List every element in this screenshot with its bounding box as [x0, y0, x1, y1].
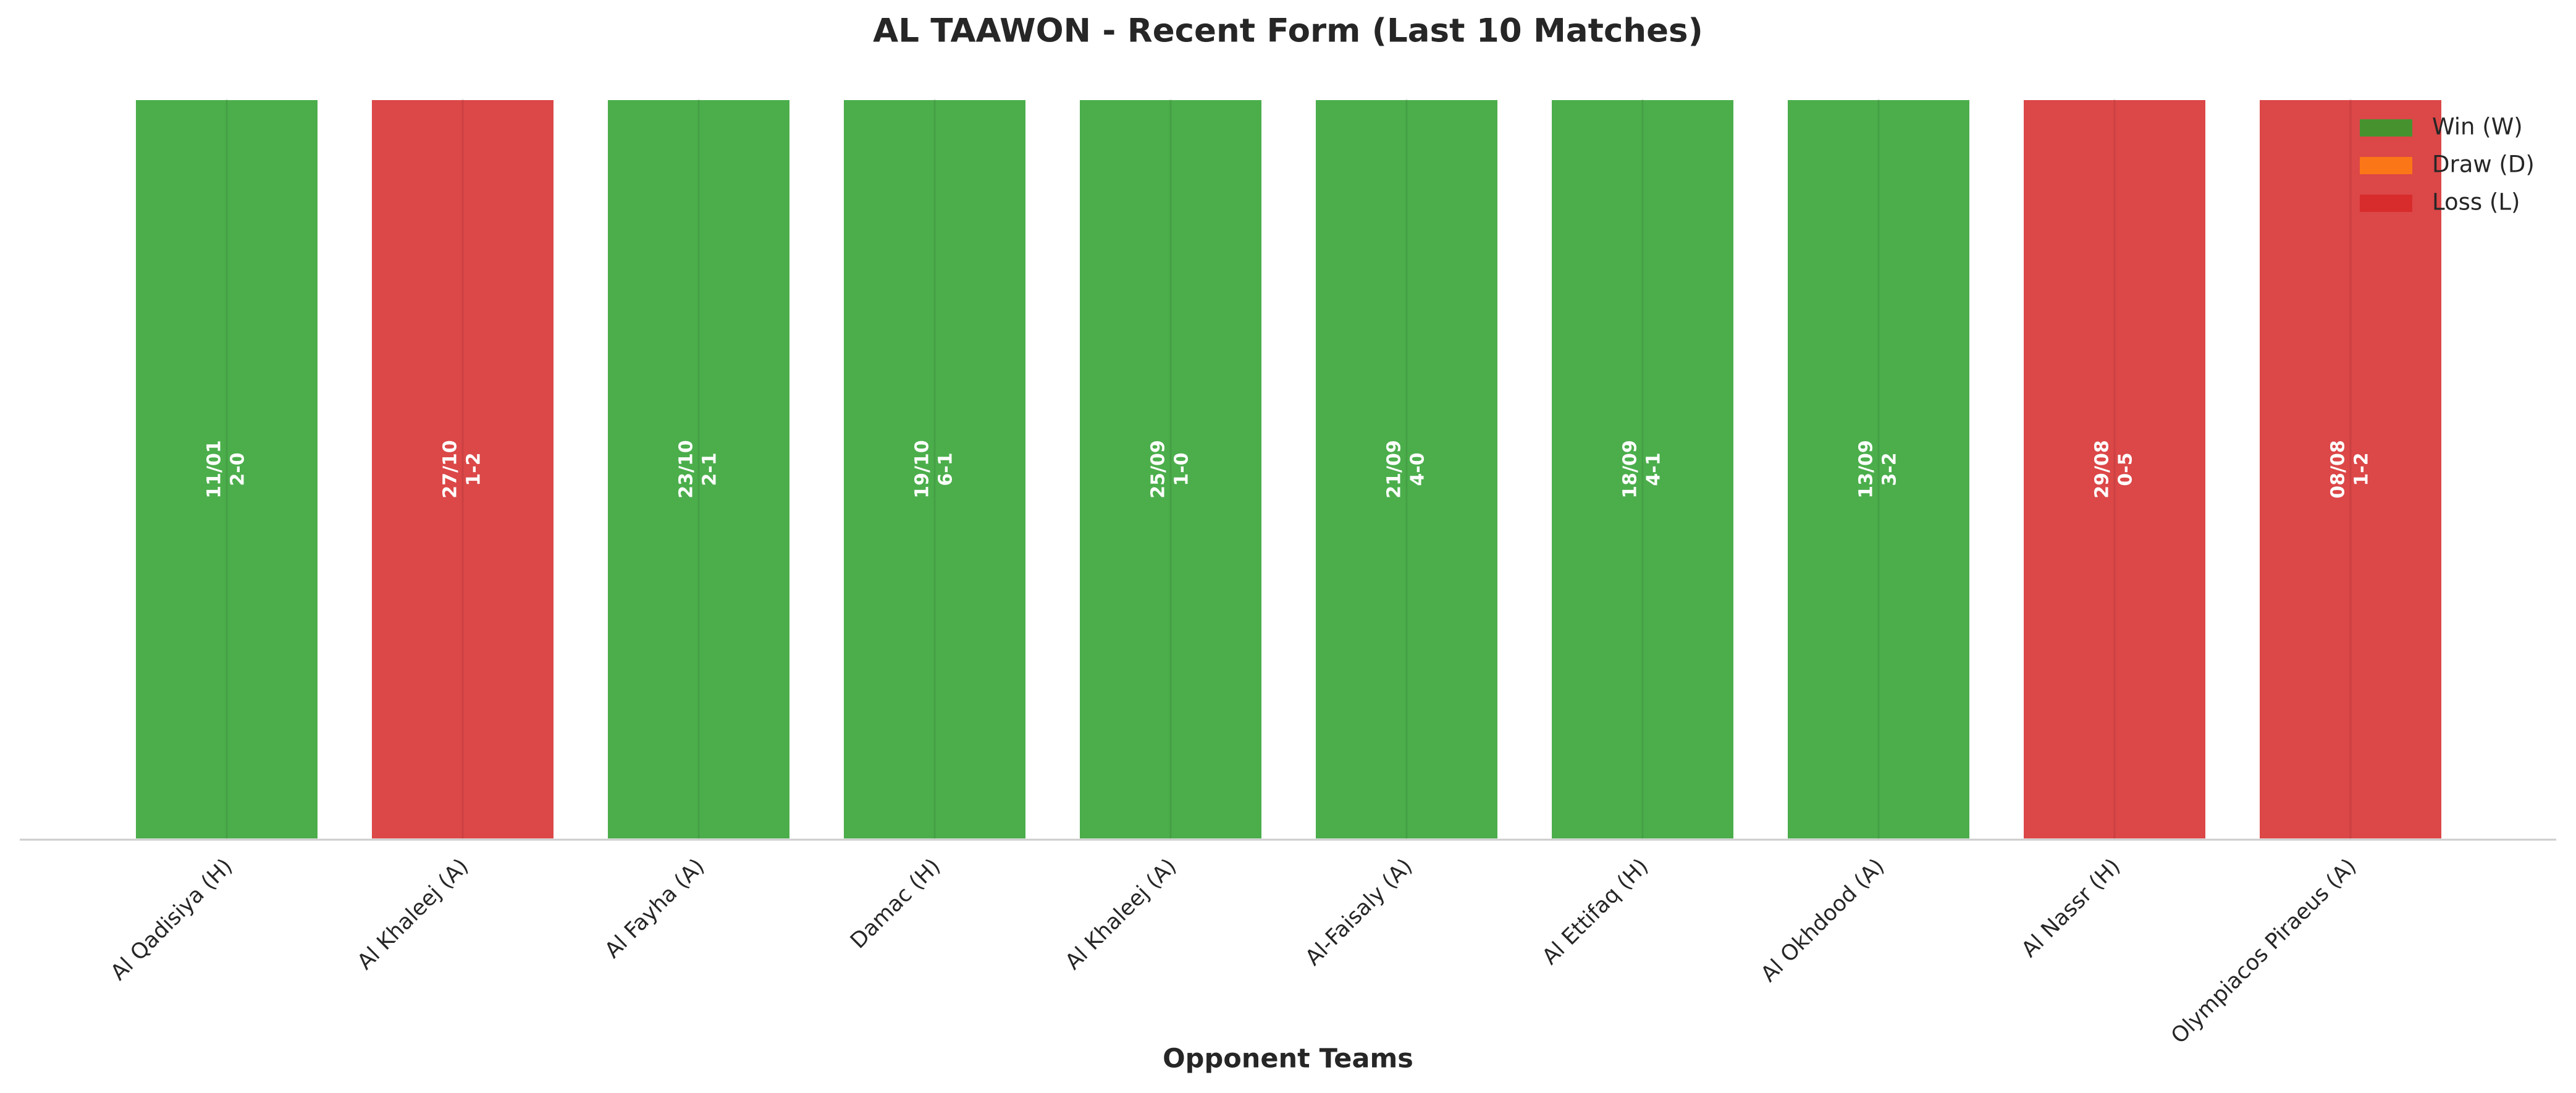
- legend-label: Draw (D): [2432, 151, 2535, 178]
- x-axis-label: Opponent Teams: [1163, 1044, 1413, 1074]
- x-tick-label: Al-Faisaly (A): [1301, 854, 1418, 971]
- bar: [1549, 98, 1736, 841]
- bar-score-label: 2-0: [227, 452, 249, 486]
- bar-score-label: 0-5: [2115, 452, 2137, 486]
- legend-label: Win (W): [2432, 114, 2523, 140]
- x-tick-label: Al Khaleej (A): [353, 854, 473, 974]
- bar-date-label: 23/10: [676, 440, 697, 498]
- x-tick-label: Al Nassr (H): [2017, 854, 2125, 962]
- bar: [605, 98, 792, 841]
- bar: [2257, 98, 2444, 841]
- bar-date-label: 29/08: [2092, 440, 2113, 498]
- bar-score-label: 4-0: [1407, 452, 1429, 486]
- bar: [133, 98, 320, 841]
- bar-date-label: 27/10: [440, 440, 461, 498]
- bar: [369, 98, 556, 841]
- x-tick-label: Al Khaleej (A): [1061, 854, 1181, 974]
- x-tick-label: Al Qadisiya (H): [106, 854, 238, 985]
- bar-date-label: 19/10: [912, 440, 933, 498]
- bar-date-label: 18/09: [1620, 440, 1641, 498]
- chart-title: AL TAAWON - Recent Form (Last 10 Matches…: [873, 12, 1703, 50]
- legend-swatch: [2360, 157, 2412, 174]
- legend-swatch: [2360, 119, 2412, 137]
- bar: [1077, 98, 1264, 841]
- x-tick-label: Al Ettifaq (H): [1538, 854, 1653, 969]
- bar-score-label: 1-0: [1171, 452, 1193, 486]
- legend-swatch: [2360, 195, 2412, 212]
- bar-date-label: 11/01: [204, 440, 225, 498]
- bar-date-label: 21/09: [1384, 440, 1405, 498]
- bar: [1785, 98, 1972, 841]
- bar-date-label: 08/08: [2328, 440, 2349, 498]
- x-tick-label: Olympiacos Piraeus (A): [2166, 854, 2361, 1049]
- bar-score-label: 3-2: [1879, 452, 1901, 486]
- bar-score-label: 2-1: [699, 452, 721, 486]
- legend-label: Loss (L): [2432, 189, 2520, 216]
- bar-score-label: 1-2: [2351, 452, 2373, 486]
- bar-date-label: 25/09: [1148, 440, 1169, 498]
- bar: [841, 98, 1028, 841]
- x-tick-label: Damac (H): [846, 854, 945, 953]
- bar-date-label: 13/09: [1856, 440, 1877, 498]
- x-tick-label: Al Fayha (A): [600, 854, 710, 963]
- bar-score-label: 6-1: [935, 452, 957, 486]
- bar-score-label: 1-2: [463, 452, 485, 486]
- x-tick-label: Al Okhdood (A): [1756, 854, 1889, 987]
- bar-score-label: 4-1: [1643, 452, 1665, 486]
- bar: [1313, 98, 1500, 841]
